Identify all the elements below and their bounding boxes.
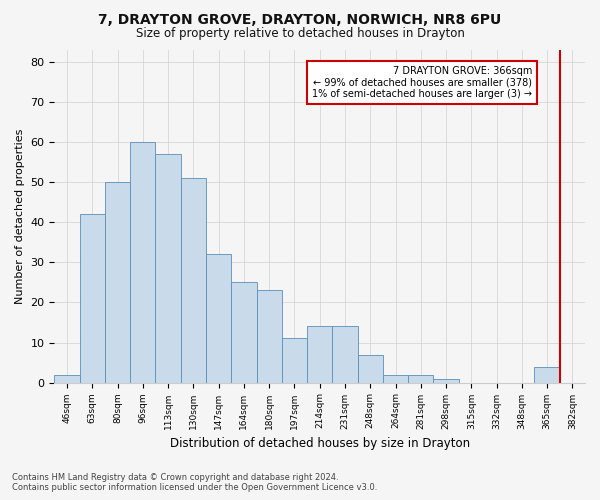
- Text: 7 DRAYTON GROVE: 366sqm
← 99% of detached houses are smaller (378)
1% of semi-de: 7 DRAYTON GROVE: 366sqm ← 99% of detache…: [312, 66, 532, 99]
- Bar: [155, 154, 181, 382]
- Bar: [80, 214, 105, 382]
- X-axis label: Distribution of detached houses by size in Drayton: Distribution of detached houses by size …: [170, 437, 470, 450]
- Bar: [383, 374, 408, 382]
- Bar: [206, 254, 231, 382]
- Bar: [332, 326, 358, 382]
- Bar: [105, 182, 130, 382]
- Bar: [535, 366, 560, 382]
- Bar: [55, 374, 80, 382]
- Bar: [181, 178, 206, 382]
- Bar: [433, 378, 458, 382]
- Bar: [282, 338, 307, 382]
- Bar: [408, 374, 433, 382]
- Y-axis label: Number of detached properties: Number of detached properties: [15, 128, 25, 304]
- Text: Contains HM Land Registry data © Crown copyright and database right 2024.
Contai: Contains HM Land Registry data © Crown c…: [12, 473, 377, 492]
- Bar: [130, 142, 155, 382]
- Bar: [231, 282, 257, 382]
- Text: 7, DRAYTON GROVE, DRAYTON, NORWICH, NR8 6PU: 7, DRAYTON GROVE, DRAYTON, NORWICH, NR8 …: [98, 12, 502, 26]
- Bar: [307, 326, 332, 382]
- Text: Size of property relative to detached houses in Drayton: Size of property relative to detached ho…: [136, 28, 464, 40]
- Bar: [358, 354, 383, 382]
- Bar: [257, 290, 282, 382]
